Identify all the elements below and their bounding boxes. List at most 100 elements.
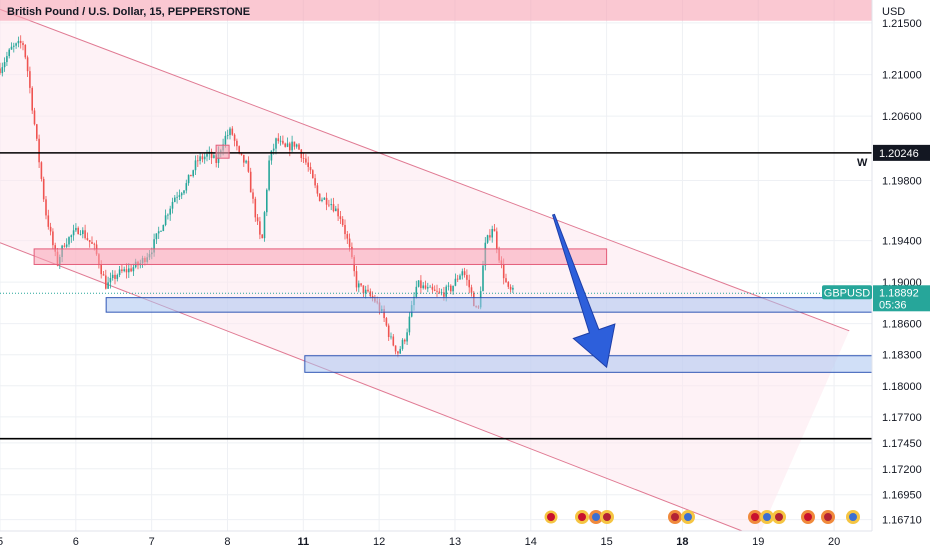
- candle-body: [52, 231, 54, 246]
- candle-body: [86, 238, 89, 240]
- candle-body: [360, 283, 362, 286]
- economic-events-row[interactable]: [543, 509, 860, 525]
- candle-body: [348, 238, 351, 247]
- candle-body: [463, 271, 466, 275]
- candle-body: [215, 155, 217, 163]
- candle-body: [33, 110, 36, 125]
- candle-body: [213, 155, 215, 159]
- candle-body: [316, 185, 319, 194]
- candle-body: [243, 154, 245, 163]
- candle-body: [132, 267, 135, 272]
- time-tick-label: 12: [373, 536, 385, 548]
- annotations-layer: [0, 0, 873, 440]
- current-price-badge: GBPUSD 1.18892 05:36: [822, 285, 930, 312]
- candle-body: [236, 140, 238, 147]
- candle-body: [408, 316, 411, 333]
- candle-body: [167, 214, 169, 216]
- candle-body: [10, 46, 13, 50]
- candle-body: [440, 292, 443, 294]
- candle-body: [178, 195, 181, 197]
- candle-body: [337, 208, 339, 217]
- down-arrow-icon[interactable]: [551, 213, 616, 369]
- candle-body: [394, 345, 397, 352]
- support-zone[interactable]: [304, 355, 873, 373]
- candle-body: [256, 217, 259, 222]
- candle-body: [456, 278, 459, 280]
- resistance-zone[interactable]: [33, 248, 608, 265]
- candle-body: [118, 269, 121, 275]
- candle-body: [180, 193, 183, 196]
- candle-body: [79, 234, 82, 235]
- candle-body: [454, 278, 457, 286]
- candle-body: [424, 285, 427, 289]
- price-tick-label: 1.18600: [882, 319, 922, 331]
- candle-body: [364, 289, 367, 294]
- candle-body: [312, 170, 314, 179]
- candle-body: [302, 158, 305, 159]
- time-axis[interactable]: [0, 531, 872, 550]
- candle-body: [231, 128, 234, 135]
- candle-body: [75, 227, 77, 231]
- candle-body: [121, 269, 123, 272]
- candle-body: [390, 336, 392, 338]
- event-usd-flag-center: [684, 513, 692, 521]
- candle-body: [282, 140, 284, 144]
- price-axis[interactable]: [872, 0, 932, 550]
- candle-body: [385, 318, 388, 326]
- candles[interactable]: [0, 35, 514, 358]
- candle-body: [194, 160, 197, 171]
- candle-body: [263, 212, 266, 239]
- candle-body: [346, 234, 349, 239]
- candle-body: [153, 239, 155, 253]
- candle-body: [362, 285, 365, 294]
- support-zone[interactable]: [105, 297, 873, 313]
- candle-body: [422, 285, 424, 289]
- candle-body: [45, 199, 47, 216]
- header-band-zone[interactable]: [0, 0, 872, 21]
- candle-body: [102, 274, 105, 276]
- event-usd-flag-center: [775, 513, 783, 521]
- candle-body: [429, 286, 431, 288]
- candle-body: [505, 278, 507, 283]
- candle-body: [259, 221, 261, 235]
- candle-body: [445, 286, 447, 297]
- candle-body: [29, 71, 31, 88]
- current-price-label: 1.18892: [879, 287, 919, 299]
- candle-body: [284, 143, 286, 147]
- candle-body: [38, 138, 40, 163]
- candle-body: [19, 40, 22, 43]
- candle-body: [226, 135, 229, 136]
- candle-body: [169, 208, 171, 215]
- price-tick-label: 1.20600: [882, 111, 922, 123]
- candle-body: [47, 215, 50, 227]
- plot-area[interactable]: [0, 0, 872, 538]
- candle-body: [116, 274, 119, 279]
- candle-body: [466, 274, 468, 280]
- candle-body: [507, 282, 510, 287]
- candle-body: [335, 208, 337, 212]
- time-tick-label: 15: [600, 536, 612, 548]
- time-tick-label: 19: [752, 536, 764, 548]
- highlight-box[interactable]: [215, 144, 230, 159]
- candle-body: [17, 40, 20, 44]
- candle-body: [491, 228, 493, 238]
- time-tick-label: 6: [73, 536, 79, 548]
- channel-lower-line[interactable]: [0, 242, 759, 538]
- candle-body: [397, 351, 399, 354]
- time-tick-label: 5: [0, 536, 3, 548]
- price-tick-label: 1.17700: [882, 412, 922, 424]
- candle-body: [91, 242, 93, 244]
- event-usd-flag-center: [824, 513, 832, 521]
- channel-upper-line[interactable]: [0, 8, 850, 332]
- candle-body: [461, 271, 464, 276]
- candle-body: [199, 156, 201, 161]
- candle-body: [105, 275, 107, 289]
- event-usd-flag-center: [671, 513, 679, 521]
- candle-body: [401, 339, 404, 349]
- level-price-label: 1.20246: [879, 148, 919, 160]
- candle-body: [26, 57, 29, 72]
- candle-body: [392, 336, 395, 346]
- candle-body: [40, 162, 43, 179]
- time-tick-label: 11: [297, 536, 309, 548]
